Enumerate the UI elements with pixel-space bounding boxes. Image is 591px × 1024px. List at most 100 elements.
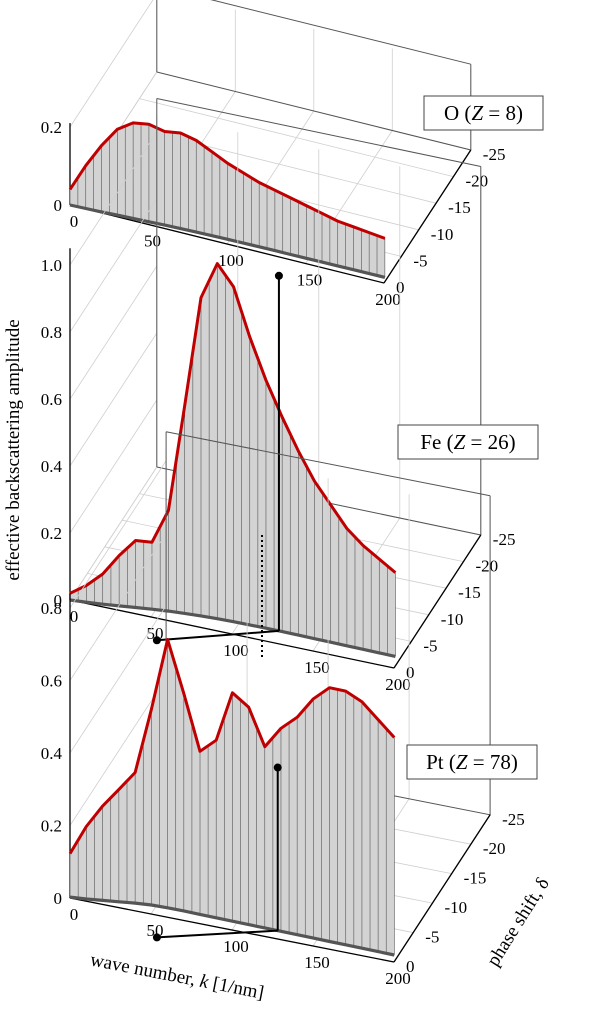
x-tick-label: 0 — [70, 905, 79, 924]
wall-grid-amplitude — [69, 265, 158, 400]
y-tick-label: 0 — [54, 196, 63, 215]
top-edge — [210, 0, 471, 65]
z-axis-line — [393, 814, 491, 963]
x-tick-label: 200 — [385, 675, 411, 694]
element-label: Pt (Z = 78) — [426, 750, 518, 774]
atomic-number-symbol: Z — [456, 750, 468, 774]
y-tick-label: 0.6 — [41, 672, 62, 691]
ribbon-fill — [70, 263, 396, 657]
z-tick-label: -5 — [423, 636, 437, 655]
z-tick-label: -25 — [502, 810, 525, 829]
wall-grid-amplitude — [69, 0, 154, 128]
amplitude-curve — [68, 121, 386, 240]
x-tick-label: 50 — [147, 921, 164, 940]
top-edge — [166, 431, 491, 497]
x-axis-label-unit: [1/nm] — [206, 972, 265, 1003]
amplitude-curve — [69, 262, 397, 595]
x-tick-label: 150 — [304, 658, 330, 677]
phase-shift-curve — [69, 598, 396, 658]
x-tick-label: 100 — [223, 937, 249, 956]
x-tick-label: 100 — [218, 251, 244, 270]
reference-floor-dot — [152, 636, 161, 645]
z-tick-label: -15 — [464, 869, 487, 888]
y-tick-label: 0 — [54, 591, 63, 610]
z-tick-label: -20 — [483, 839, 506, 858]
phase-shift-curve — [69, 895, 395, 957]
reference-peak-dot — [273, 763, 282, 772]
wall-grid-amplitude — [69, 131, 158, 266]
z-tick-label: -25 — [483, 145, 506, 164]
wall-grid-amplitude — [69, 533, 167, 681]
top-edge — [156, 98, 481, 167]
z-tick-label: -5 — [413, 251, 427, 270]
atomic-number-value: = 26) — [465, 430, 515, 454]
element-symbol: Pt ( — [426, 750, 456, 774]
panel-1: 00.20.40.60.81.00501001502000-5-10-15-20… — [41, 98, 539, 694]
atomic-number-symbol: Z — [471, 101, 483, 125]
z-tick-label: -20 — [465, 172, 488, 191]
z-tick-label: 0 — [406, 663, 415, 682]
x-axis-line — [69, 897, 395, 963]
phase-shift-curve — [69, 203, 386, 279]
x-tick-label: 50 — [147, 624, 164, 643]
y-tick-label: 0.4 — [41, 744, 63, 763]
z-axis-line — [393, 534, 482, 669]
y-tick-label: 0.6 — [41, 390, 62, 409]
wall-grid-amplitude — [69, 466, 158, 601]
x-tick-label: 100 — [223, 641, 249, 660]
element-label-box — [397, 424, 539, 460]
element-label: Fe (Z = 26) — [420, 430, 515, 454]
z-tick-label: -15 — [458, 583, 481, 602]
z-tick-label: 0 — [406, 957, 415, 976]
y-tick-label: 0.2 — [41, 118, 62, 137]
z-tick-label: -15 — [448, 198, 471, 217]
panel-2: 00.20.40.60.80501001502000-5-10-15-20-25… — [41, 431, 538, 988]
element-symbol: Fe ( — [420, 430, 453, 454]
x-tick-label: 50 — [144, 232, 161, 251]
wall-grid-amplitude — [69, 399, 158, 534]
reference-floor-line — [156, 929, 278, 939]
reference-peak-dot — [274, 271, 283, 280]
y-tick-label: 0.2 — [41, 817, 62, 836]
y-tick-label: 0.8 — [41, 323, 62, 342]
x-tick-label: 0 — [70, 607, 79, 626]
x-tick-label: 200 — [375, 290, 401, 309]
element-symbol: O ( — [444, 101, 471, 125]
y-tick-label: 1.0 — [41, 256, 62, 275]
x-tick-label: 150 — [297, 271, 323, 290]
y-axis-label: effective backscattering amplitude — [3, 319, 24, 580]
y-tick-label: 0.2 — [41, 524, 62, 543]
z-tick-label: -25 — [493, 530, 516, 549]
z-tick-label: -10 — [441, 610, 464, 629]
z-tick-label: -20 — [475, 557, 498, 576]
wall-grid-amplitude — [69, 678, 167, 826]
wall-grid-amplitude — [69, 605, 167, 754]
wall-grid-amplitude — [69, 332, 158, 467]
y-tick-label: 0.4 — [41, 457, 63, 476]
x-tick-label: 0 — [70, 212, 79, 231]
z-axis-label: phase shift, δ — [483, 874, 554, 970]
wall-grid-amplitude — [69, 198, 158, 333]
reference-floor-line — [156, 629, 280, 642]
atomic-number-symbol: Z — [454, 430, 466, 454]
z-tick-label: 0 — [396, 278, 405, 297]
x-axis-line — [69, 204, 385, 284]
y-tick-label: 0 — [54, 889, 63, 908]
wall-grid-amplitude — [69, 460, 167, 609]
reference-floor-dot — [152, 933, 161, 942]
x-axis-label: wave number, k [1/nm] — [88, 949, 265, 1003]
z-axis-line — [383, 149, 472, 284]
element-label-box — [406, 744, 538, 780]
floor-grid-phase — [139, 98, 454, 177]
z-tick-label: -10 — [444, 898, 467, 917]
atomic-number-value: = 78) — [468, 750, 518, 774]
atomic-number-value: = 8) — [483, 101, 523, 125]
x-tick-label: 150 — [304, 953, 330, 972]
element-label: O (Z = 8) — [444, 101, 523, 125]
y-tick-label: 0.8 — [41, 599, 62, 618]
z-tick-label: -10 — [431, 225, 454, 244]
element-label-box — [423, 95, 544, 131]
